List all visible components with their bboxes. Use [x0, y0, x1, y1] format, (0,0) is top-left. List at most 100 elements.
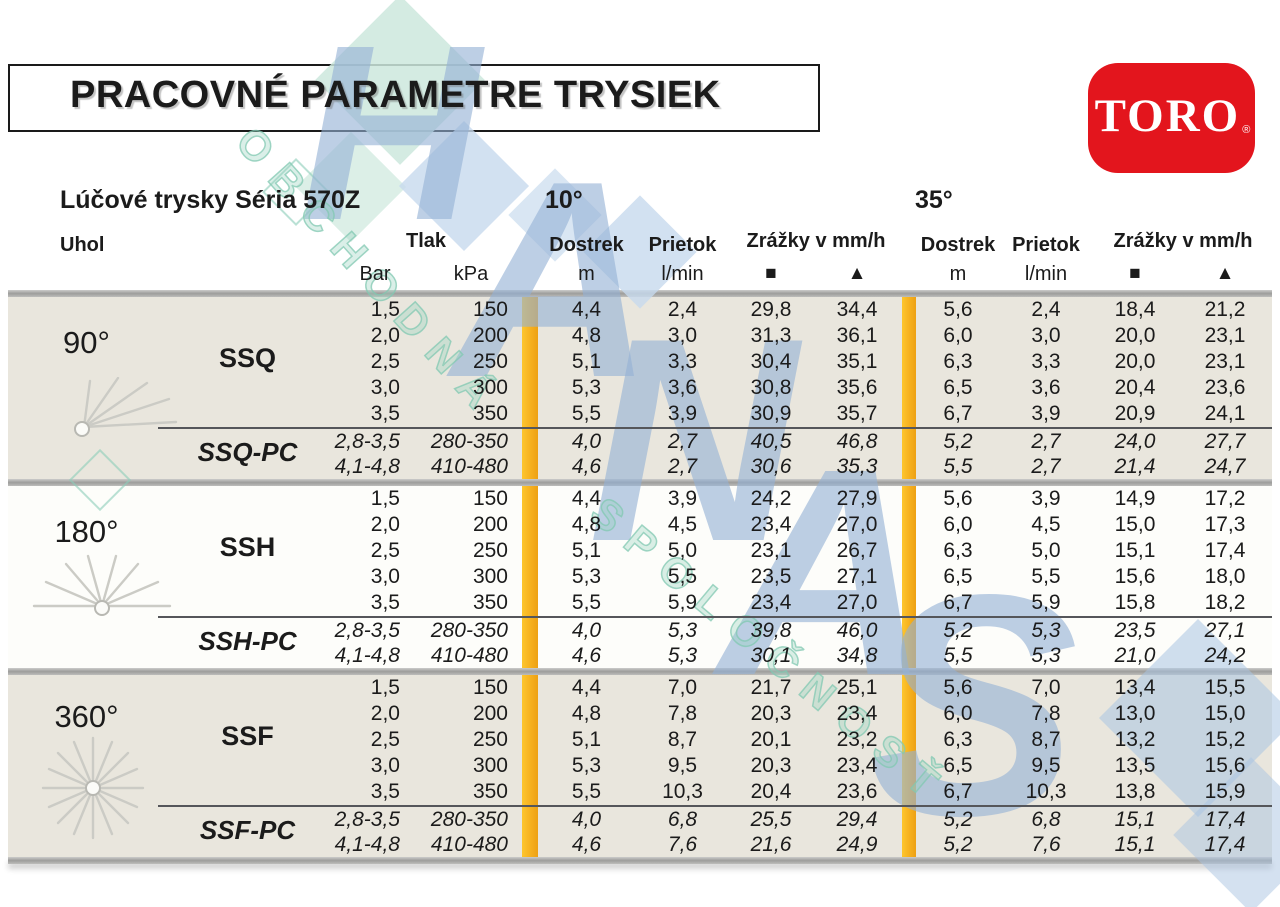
- table-cell: 36,1: [836, 324, 878, 347]
- table-cell: 17,2: [1204, 487, 1246, 510]
- table-cell: 5,2: [943, 833, 973, 856]
- table-cell: 2,7: [667, 455, 698, 478]
- table-cell: 5,3: [571, 376, 602, 399]
- table-cell: 13,0: [1114, 702, 1156, 725]
- table-row: 1,5 150 4,4 2,4 29,8 34,4 5,6 2,4 18,4 21,2: [330, 297, 1272, 323]
- table-cell: 6,0: [943, 324, 973, 347]
- table-cell: 15,1: [1114, 808, 1156, 831]
- table-cell: 1,5: [370, 676, 400, 699]
- pc-rows: 2,8-3,5 280-350 4,0 5,3 39,8 46,0 5,2 5,3 23,5 27…: [330, 618, 1272, 668]
- table-cell: 2,0: [370, 702, 400, 725]
- table-cell: 1,5: [370, 298, 400, 321]
- table-cell: 25,5: [750, 808, 792, 831]
- table-cell: 2,7: [667, 430, 698, 453]
- section-bg-ssh: [8, 479, 1272, 668]
- section-bg-ssq: [8, 291, 1272, 479]
- nozzle-pc-name: SSQ-PC: [197, 437, 298, 467]
- table-row: 1,5 150 4,4 7,0 21,7 25,1 5,6 7,0 13,4 15,5: [330, 675, 1272, 701]
- table-cell: 150: [472, 676, 508, 699]
- table-cell: 250: [472, 350, 508, 373]
- table-cell: 250: [472, 539, 508, 562]
- table-cell: 4,4: [571, 487, 602, 510]
- table-cell: 4,0: [571, 808, 602, 831]
- table-cell: 200: [472, 513, 508, 536]
- table-cell: 4,8: [571, 702, 602, 725]
- table-cell: 13,5: [1114, 754, 1156, 777]
- table-cell: 23,5: [1114, 619, 1156, 642]
- table-cell: 3,9: [1031, 487, 1061, 510]
- table-cell: 14,9: [1114, 487, 1156, 510]
- table-cell: 250: [472, 728, 508, 751]
- main-rows: 1,5 150 4,4 7,0 21,7 25,1 5,6 7,0 13,4 15,5 2,0 200…: [330, 675, 1272, 805]
- section-bg-ssf: [8, 668, 1272, 864]
- table-cell: 280-350: [430, 430, 508, 453]
- table-row: 2,0 200 4,8 7,8 20,3 23,4 6,0 7,8 13,0 15,0: [330, 701, 1272, 727]
- table-cell: 30,4: [750, 350, 792, 373]
- table-cell: 8,7: [667, 728, 698, 751]
- toro-logo: TORO ®: [1088, 63, 1255, 173]
- table-cell: 23,4: [836, 702, 878, 725]
- table-cell: 6,3: [943, 539, 973, 562]
- unit-lmin-10: l/min: [661, 263, 704, 285]
- table-cell: 6,7: [943, 591, 973, 614]
- table-cell: 21,0: [1114, 644, 1156, 667]
- table-row: 3,5 350 5,5 5,9 23,4 27,0 6,7 5,9 15,8 18,2: [330, 590, 1272, 616]
- table-cell: 6,5: [943, 754, 973, 777]
- table-cell: 410-480: [430, 455, 508, 478]
- table-cell: 6,3: [943, 350, 973, 373]
- table-cell: 4,6: [571, 833, 602, 856]
- table-row: 2,5 250 5,1 8,7 20,1 23,2 6,3 8,7 13,2 15,2: [330, 727, 1272, 753]
- table-cell: 23,4: [836, 754, 878, 777]
- table-cell: 23,4: [750, 513, 792, 536]
- square-symbol-icon: ■: [765, 263, 777, 284]
- table-cell: 300: [472, 376, 508, 399]
- registered-mark-icon: ®: [1242, 124, 1251, 136]
- table-cell: 3,6: [667, 376, 698, 399]
- table-cell: 4,6: [571, 644, 602, 667]
- table-cell: 6,7: [943, 780, 973, 803]
- table-row: 1,5 150 4,4 3,9 24,2 27,9 5,6 3,9 14,9 17,2: [330, 486, 1272, 512]
- table-cell: 20,0: [1114, 350, 1156, 373]
- table-cell: 350: [472, 591, 508, 614]
- table-cell: 3,9: [667, 402, 698, 425]
- table-cell: 2,5: [370, 539, 400, 562]
- table-cell: 25,1: [836, 676, 878, 699]
- table-cell: 3,3: [667, 350, 698, 373]
- table-cell: 3,0: [370, 376, 400, 399]
- table-cell: 5,9: [667, 591, 698, 614]
- table-row: 3,0 300 5,3 3,6 30,8 35,6 6,5 3,6 20,4 23,6: [330, 375, 1272, 401]
- table-cell: 18,4: [1114, 298, 1156, 321]
- watermark-letter: H: [300, 0, 481, 272]
- table-cell: 21,6: [750, 833, 792, 856]
- table-cell: 13,4: [1114, 676, 1156, 699]
- table-cell: 30,6: [750, 455, 792, 478]
- table-cell: 4,8: [571, 513, 602, 536]
- table-cell: 5,5: [571, 591, 602, 614]
- table-cell: 15,1: [1114, 539, 1156, 562]
- nozzle-section-ssq: 90° SSQ SSQ-PC 1,5 150 4,4 2,4 29,8 34,4 5,6 2,…: [8, 297, 1272, 479]
- table-cell: 35,1: [836, 350, 878, 373]
- spray-90-icon: [74, 377, 178, 437]
- triangle-symbol-icon: ▲: [847, 263, 867, 284]
- col-header-prietok-10: Prietok: [648, 234, 717, 256]
- table-cell: 6,0: [943, 513, 973, 536]
- table-cell: 27,1: [836, 565, 878, 588]
- col-header-uhol: Uhol: [60, 234, 105, 256]
- pc-rows: 2,8-3,5 280-350 4,0 2,7 40,5 46,8 5,2 2,7 24,0 27…: [330, 429, 1272, 479]
- table-cell: 17,4: [1204, 833, 1246, 856]
- spray-360-icon: [41, 736, 145, 840]
- table-cell: 2,0: [370, 324, 400, 347]
- table-cell: 20,3: [750, 754, 792, 777]
- series-subtitle: Lúčové trysky Séria 570Z: [60, 186, 361, 214]
- table-row: 2,5 250 5,1 5,0 23,1 26,7 6,3 5,0 15,1 17,4: [330, 538, 1272, 564]
- table-cell: 1,5: [370, 487, 400, 510]
- separator-band: [8, 857, 1272, 864]
- table-cell: 5,3: [667, 619, 698, 642]
- table-row: 4,1-4,8 410-480 4,6 2,7 30,6 35,3 5,5 2,7 21,4 24…: [330, 454, 1272, 479]
- table-cell: 7,8: [667, 702, 698, 725]
- table-row: 3,0 300 5,3 5,5 23,5 27,1 6,5 5,5 15,6 18,0: [330, 564, 1272, 590]
- table-cell: 35,6: [836, 376, 878, 399]
- table-cell: 40,5: [750, 430, 792, 453]
- table-cell: 2,8-3,5: [334, 619, 400, 642]
